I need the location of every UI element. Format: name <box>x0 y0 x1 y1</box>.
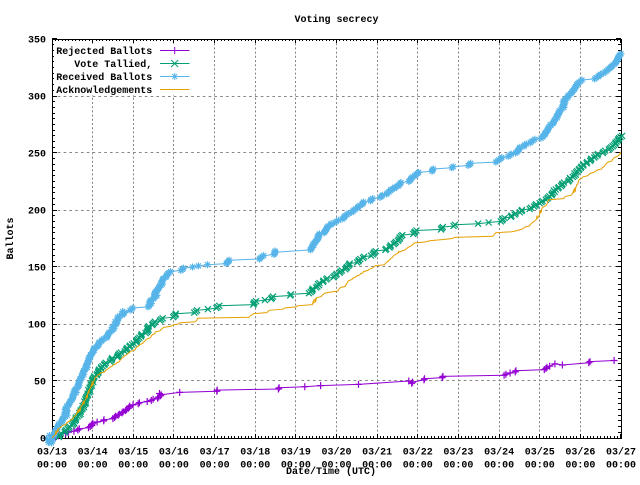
svg-text:03/19: 03/19 <box>281 447 311 459</box>
svg-text:03/18: 03/18 <box>240 447 270 459</box>
svg-text:03/13: 03/13 <box>37 447 67 459</box>
svg-text:150: 150 <box>28 264 46 275</box>
svg-text:03/21: 03/21 <box>362 447 392 459</box>
svg-text:00:00: 00:00 <box>403 461 433 472</box>
svg-text:00:00: 00:00 <box>200 461 230 472</box>
svg-text:350: 350 <box>28 36 46 47</box>
svg-text:00:00: 00:00 <box>484 461 514 472</box>
svg-text:Acknowledgements: Acknowledgements <box>56 85 152 97</box>
svg-text:03/25: 03/25 <box>525 447 555 459</box>
svg-text:Rejected Ballots: Rejected Ballots <box>56 46 152 58</box>
svg-text:00:00: 00:00 <box>321 461 351 472</box>
svg-text:03/14: 03/14 <box>78 447 108 459</box>
svg-text:Ballots: Ballots <box>5 217 17 259</box>
svg-text:200: 200 <box>28 207 46 218</box>
svg-text:03/26: 03/26 <box>565 447 595 459</box>
svg-text:03/16: 03/16 <box>159 447 189 459</box>
svg-text:0: 0 <box>40 435 46 446</box>
svg-text:Received Ballots: Received Ballots <box>56 72 152 84</box>
svg-text:250: 250 <box>28 150 46 161</box>
svg-text:00:00: 00:00 <box>240 461 270 472</box>
svg-text:00:00: 00:00 <box>525 461 555 472</box>
svg-text:Vote Tallied,: Vote Tallied, <box>74 59 152 71</box>
svg-text:50: 50 <box>34 378 46 389</box>
svg-text:100: 100 <box>28 321 46 332</box>
svg-text:00:00: 00:00 <box>78 461 108 472</box>
svg-text:00:00: 00:00 <box>606 461 636 472</box>
svg-text:03/20: 03/20 <box>321 447 351 459</box>
svg-text:00:00: 00:00 <box>362 461 392 472</box>
svg-text:00:00: 00:00 <box>443 461 473 472</box>
svg-text:Voting secrecy: Voting secrecy <box>294 14 378 26</box>
svg-text:00:00: 00:00 <box>565 461 595 472</box>
svg-text:03/15: 03/15 <box>118 447 148 459</box>
svg-text:300: 300 <box>28 93 46 104</box>
svg-text:Date/Time (UTC): Date/Time (UTC) <box>286 466 376 478</box>
svg-text:03/22: 03/22 <box>403 447 433 459</box>
svg-text:00:00: 00:00 <box>37 461 67 472</box>
svg-text:00:00: 00:00 <box>281 461 311 472</box>
svg-text:03/27: 03/27 <box>606 447 636 459</box>
svg-text:03/17: 03/17 <box>200 447 230 459</box>
svg-text:03/24: 03/24 <box>484 447 514 459</box>
svg-text:03/23: 03/23 <box>443 447 473 459</box>
svg-text:00:00: 00:00 <box>118 461 148 472</box>
svg-text:00:00: 00:00 <box>159 461 189 472</box>
